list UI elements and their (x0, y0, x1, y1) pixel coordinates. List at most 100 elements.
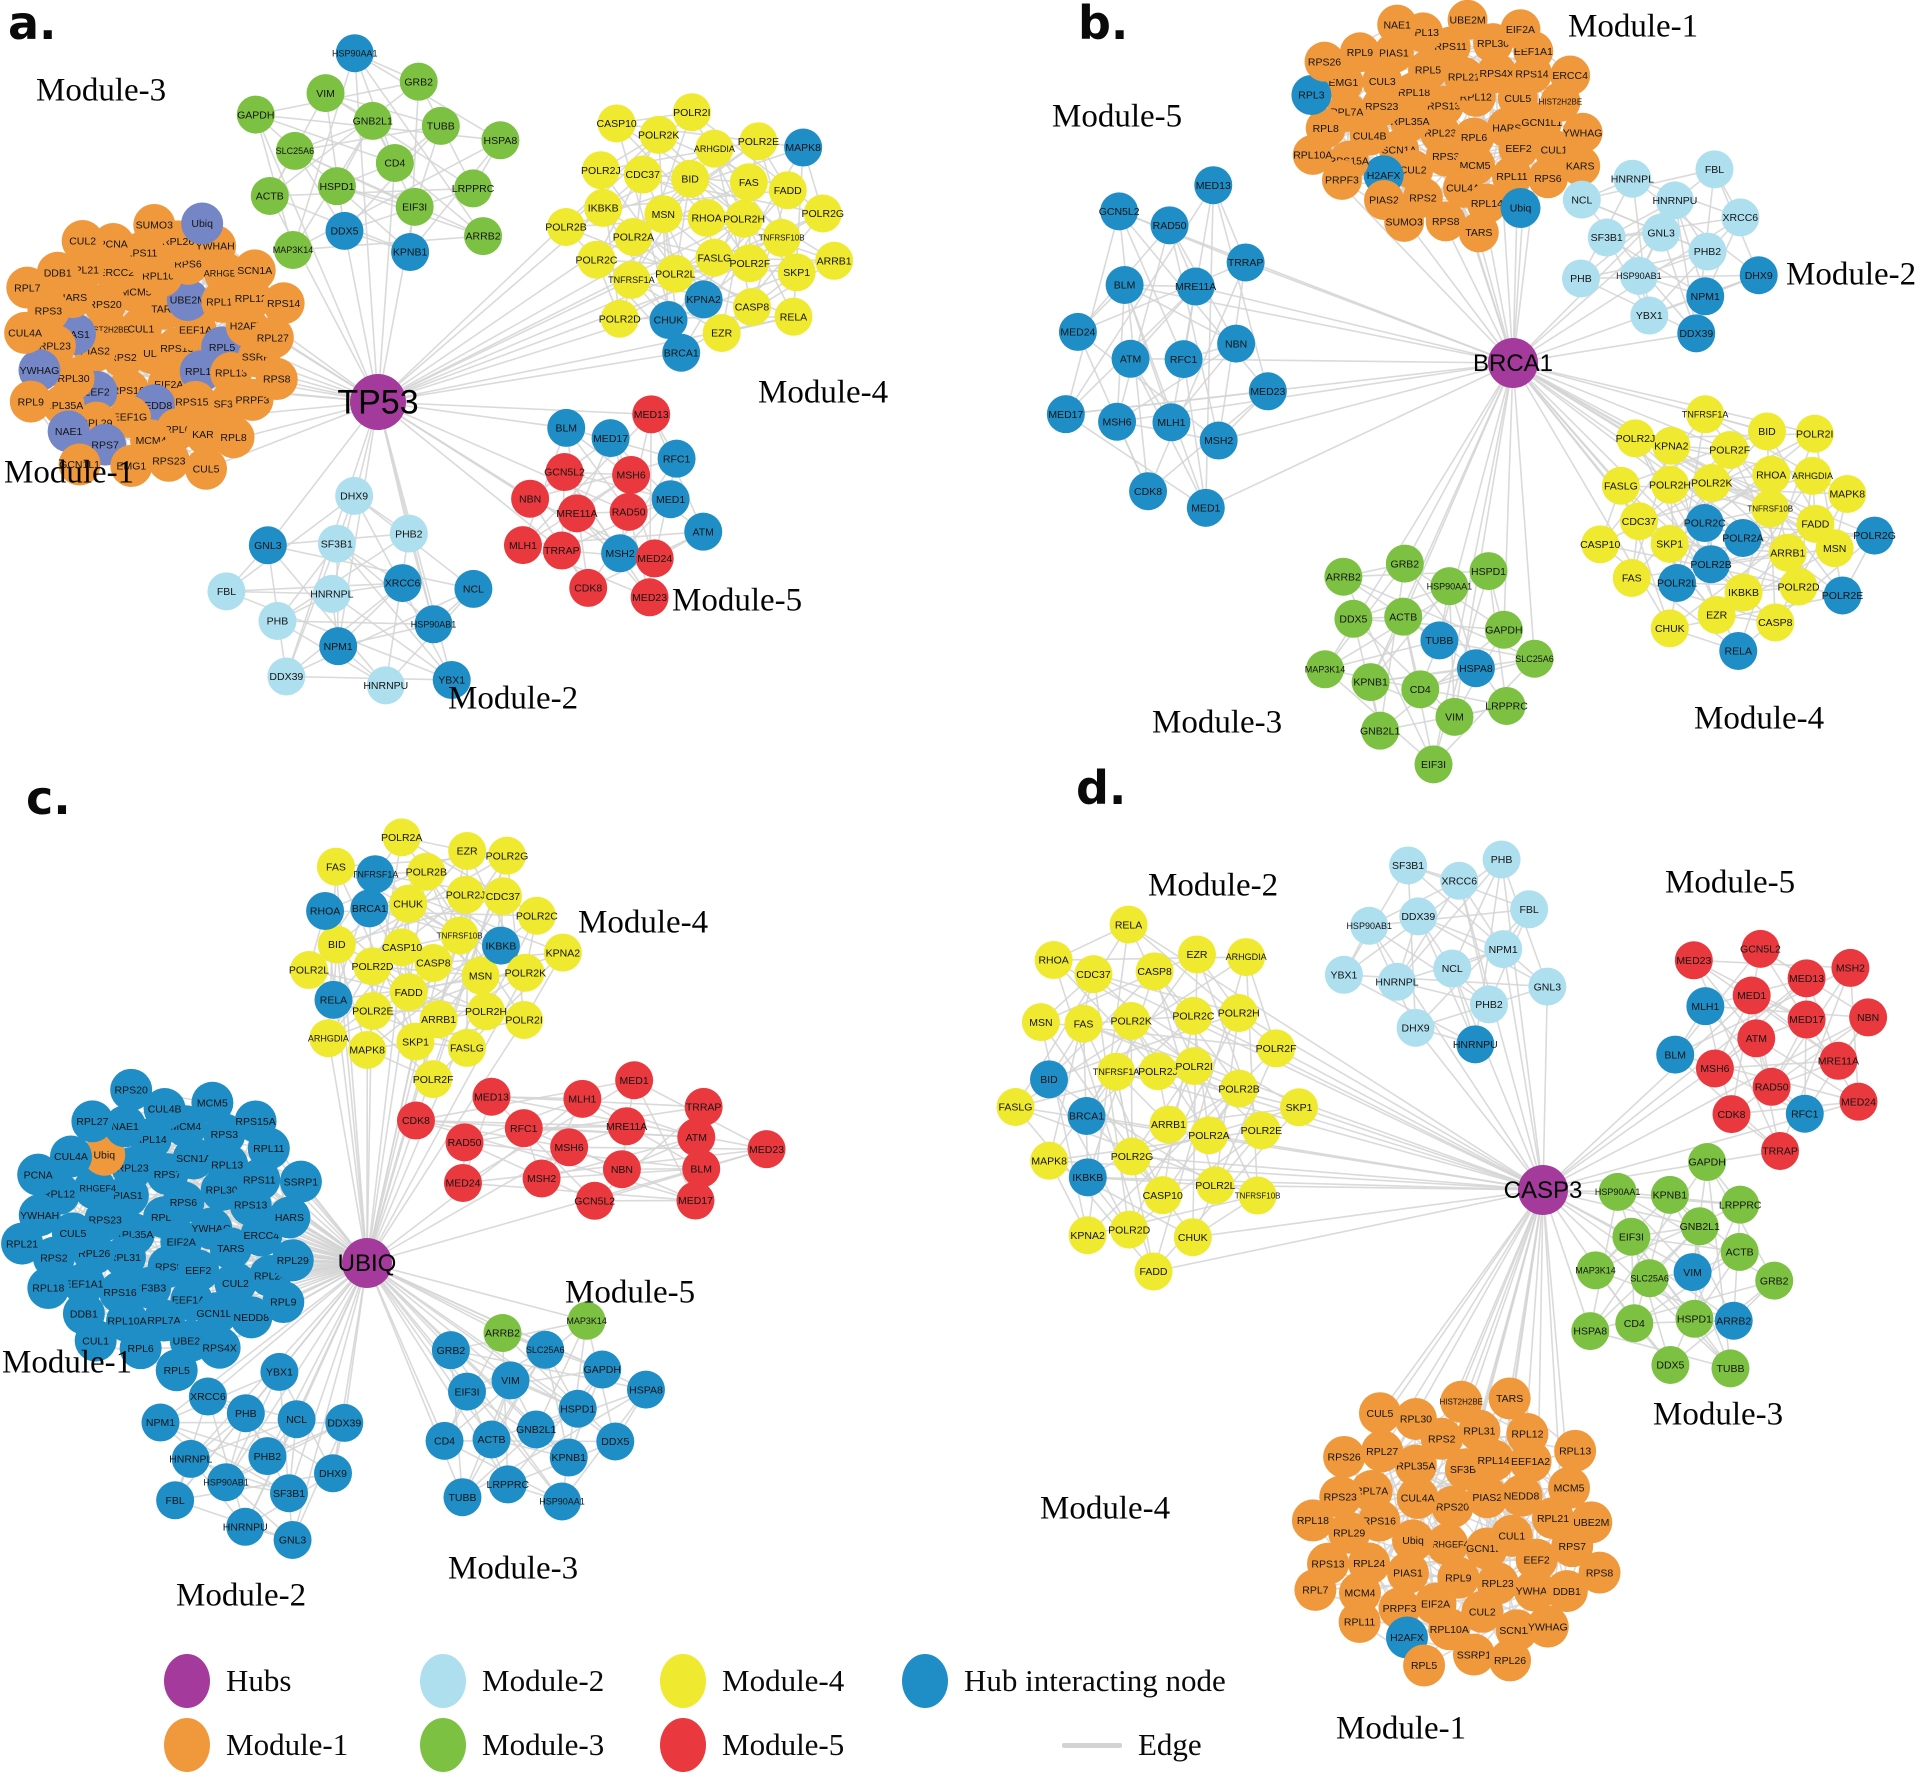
node-FASLG[interactable]: FASLG (695, 238, 734, 277)
node-CUL5[interactable]: CUL5 (1358, 1392, 1401, 1435)
node-MED23[interactable]: MED23 (747, 1130, 786, 1169)
node-RPL27[interactable]: RPL27 (251, 316, 294, 359)
node-CDK8[interactable]: CDK8 (569, 568, 608, 607)
node-POLR2B[interactable]: POLR2B (1218, 1069, 1260, 1108)
node-FADD[interactable]: FADD (389, 973, 428, 1012)
node-RPL7[interactable]: RPL7 (6, 266, 49, 309)
hub-node-UBIQ[interactable]: UBIQ (338, 1238, 397, 1288)
node-POLR2J[interactable]: POLR2J (1616, 419, 1656, 458)
node-CUL2[interactable]: CUL2 (214, 1262, 257, 1305)
node-CHUK[interactable]: CHUK (649, 301, 688, 340)
node-LRPPRC[interactable]: LRPPRC (1719, 1185, 1762, 1224)
node-POLR2C[interactable]: POLR2C (1684, 504, 1726, 543)
node-POLR2G[interactable]: POLR2G (1853, 516, 1896, 555)
node-CASP10[interactable]: CASP10 (1143, 1176, 1183, 1215)
node-CASP8[interactable]: CASP8 (414, 944, 453, 983)
node-POLR2H[interactable]: POLR2H (1649, 465, 1691, 504)
node-MED23[interactable]: MED23 (1674, 941, 1713, 980)
node-CD4[interactable]: CD4 (375, 143, 414, 182)
node-NAE1[interactable]: NAE1 (104, 1105, 147, 1148)
node-RPL10A[interactable]: RPL10A (1292, 134, 1333, 175)
node-HSP90AA1[interactable]: HSP90AA1 (1595, 1172, 1641, 1211)
node-KPNA2[interactable]: KPNA2 (1652, 426, 1691, 465)
node-DHX9[interactable]: DHX9 (335, 476, 374, 515)
node-FBL[interactable]: FBL (156, 1481, 195, 1520)
node-TRRAP[interactable]: TRRAP (1226, 243, 1265, 282)
node-CASP8[interactable]: CASP8 (1756, 603, 1795, 642)
node-MED17[interactable]: MED17 (591, 419, 630, 458)
node-RELA[interactable]: RELA (314, 980, 353, 1019)
node-RPL11[interactable]: RPL11 (1338, 1601, 1381, 1644)
node-POLR2C[interactable]: POLR2C (516, 896, 558, 935)
node-ATM[interactable]: ATM (684, 512, 723, 551)
node-TUBB[interactable]: TUBB (1711, 1349, 1750, 1388)
node-GNB2L1[interactable]: GNB2L1 (516, 1410, 556, 1449)
node-MED1[interactable]: MED1 (615, 1061, 654, 1100)
node-RPS20[interactable]: RPS20 (84, 283, 127, 326)
node-DDX39[interactable]: DDX39 (325, 1403, 364, 1442)
node-CUL4A[interactable]: CUL4A (1396, 1476, 1439, 1519)
node-LRPPRC[interactable]: LRPPRC (1485, 686, 1528, 725)
node-RPS4X[interactable]: RPS4X (1476, 53, 1517, 94)
node-NEDD8[interactable]: NEDD8 (1500, 1474, 1543, 1517)
node-GNB2L1[interactable]: GNB2L1 (353, 101, 393, 140)
node-MSH6[interactable]: MSH6 (550, 1128, 589, 1167)
node-GCN1L1[interactable]: GCN1L1 (58, 443, 101, 486)
node-FAS[interactable]: FAS (316, 847, 355, 886)
node-GNL3[interactable]: GNL3 (1642, 213, 1681, 252)
node-MRE11A[interactable]: MRE11A (606, 1107, 647, 1146)
node-MSH2[interactable]: MSH2 (1199, 421, 1238, 460)
node-MSH2[interactable]: MSH2 (522, 1159, 561, 1198)
node-POLR2D[interactable]: POLR2D (599, 299, 641, 338)
node-ARHGEF4[interactable]: ARHGEF4 (1426, 1523, 1469, 1566)
node-RPL13[interactable]: RPL13 (1554, 1429, 1597, 1472)
node-MSN[interactable]: MSN (1021, 1003, 1060, 1042)
node-POLR2B[interactable]: POLR2B (1690, 545, 1732, 584)
node-TNFRSF1A[interactable]: TNFRSF1A (352, 855, 399, 894)
node-YBX1[interactable]: YBX1 (432, 660, 471, 699)
node-UBE2M[interactable]: UBE2M (1570, 1501, 1613, 1544)
node-MED1[interactable]: MED1 (1732, 976, 1771, 1015)
node-GAPDH[interactable]: GAPDH (1484, 610, 1523, 649)
node-HSPD1[interactable]: HSPD1 (1469, 552, 1508, 591)
node-CUL2[interactable]: CUL2 (61, 219, 104, 262)
node-POLR2D[interactable]: POLR2D (351, 947, 394, 986)
node-RPL7A[interactable]: RPL7A (1350, 1470, 1393, 1513)
node-POLR2F[interactable]: POLR2F (1709, 431, 1750, 470)
node-GAPDH[interactable]: GAPDH (236, 95, 275, 134)
node-SKP1[interactable]: SKP1 (396, 1022, 435, 1061)
node-GNB2L1[interactable]: GNB2L1 (1680, 1207, 1720, 1246)
node-RPS8[interactable]: RPS8 (1578, 1551, 1621, 1594)
node-BID[interactable]: BID (671, 159, 710, 198)
node-RAD50[interactable]: RAD50 (609, 492, 648, 531)
node-ERCC4[interactable]: ERCC4 (1550, 55, 1591, 96)
node-POLR2G[interactable]: POLR2G (486, 836, 529, 875)
node-CASP10[interactable]: CASP10 (382, 928, 422, 967)
node-ACTB[interactable]: ACTB (1720, 1232, 1759, 1271)
node-ARRB2[interactable]: ARRB2 (464, 217, 503, 256)
node-SF3B1[interactable]: SF3B1 (1389, 846, 1428, 885)
node-ARRB2[interactable]: ARRB2 (1324, 557, 1363, 596)
node-PHB[interactable]: PHB (226, 1394, 265, 1433)
node-ACTB[interactable]: ACTB (250, 176, 289, 215)
node-RFC1[interactable]: RFC1 (657, 439, 696, 478)
node-HSPA8[interactable]: HSPA8 (1456, 649, 1495, 688)
node-POLR2H[interactable]: POLR2H (1218, 994, 1260, 1033)
node-MLH1[interactable]: MLH1 (503, 526, 542, 565)
node-GRB2[interactable]: GRB2 (1755, 1261, 1794, 1300)
node-KPNA2[interactable]: KPNA2 (1068, 1216, 1107, 1255)
node-GCN5L2[interactable]: GCN5L2 (574, 1181, 615, 1220)
node-YBX1[interactable]: YBX1 (1324, 955, 1363, 994)
node-FASLG[interactable]: FASLG (447, 1028, 486, 1067)
hub-node-CASP3[interactable]: CASP3 (1504, 1165, 1583, 1215)
node-EZR[interactable]: EZR (702, 313, 741, 352)
node-HNRNPU[interactable]: HNRNPU (1453, 1025, 1498, 1064)
node-NEDD8[interactable]: NEDD8 (230, 1296, 273, 1339)
node-POLR2L[interactable]: POLR2L (1195, 1166, 1236, 1205)
node-RFC1[interactable]: RFC1 (1164, 340, 1203, 379)
node-RPS4X[interactable]: RPS4X (198, 1326, 241, 1369)
node-POLR2J[interactable]: POLR2J (581, 151, 621, 190)
node-ARHGDIA[interactable]: ARHGDIA (1226, 938, 1267, 977)
node-PHB[interactable]: PHB (1482, 840, 1521, 879)
node-HSPD1[interactable]: HSPD1 (317, 167, 356, 206)
